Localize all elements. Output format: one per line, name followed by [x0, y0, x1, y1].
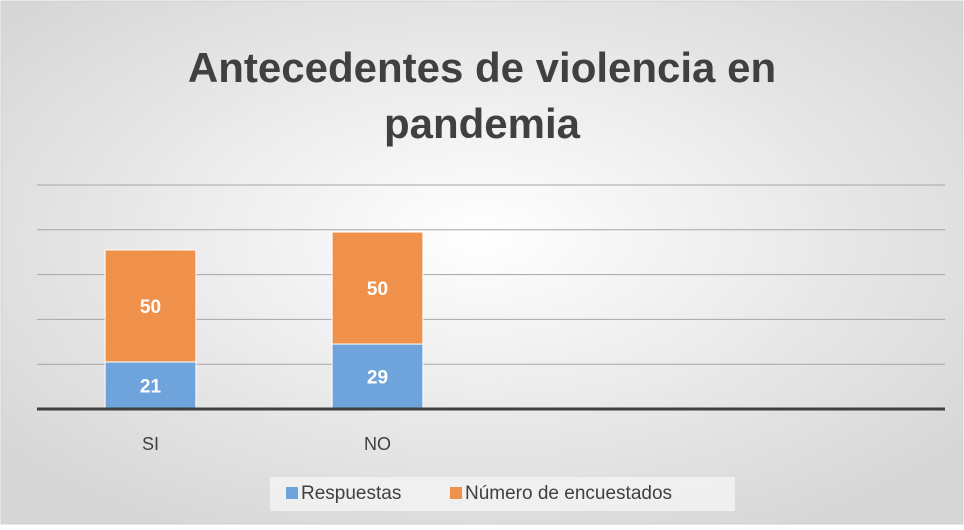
- bar-segment: [331, 231, 424, 345]
- legend-label: Respuestas: [301, 483, 401, 504]
- legend-box: [270, 477, 735, 511]
- x-tick-label: NO: [364, 434, 391, 454]
- data-label: 29: [367, 368, 388, 389]
- x-tick-label: SI: [142, 434, 159, 454]
- legend-swatch: [286, 487, 298, 499]
- data-label: 21: [140, 376, 162, 397]
- legend-label: Número de encuestados: [465, 483, 672, 504]
- title-box: Antecedentes de violencia en pandemia: [187, 44, 777, 147]
- bar-segment: [104, 249, 197, 363]
- data-label: 50: [367, 279, 388, 300]
- chart-title: Antecedentes de violencia en pandemia: [187, 44, 777, 147]
- legend-swatch: [450, 487, 462, 499]
- data-label: 50: [140, 297, 161, 318]
